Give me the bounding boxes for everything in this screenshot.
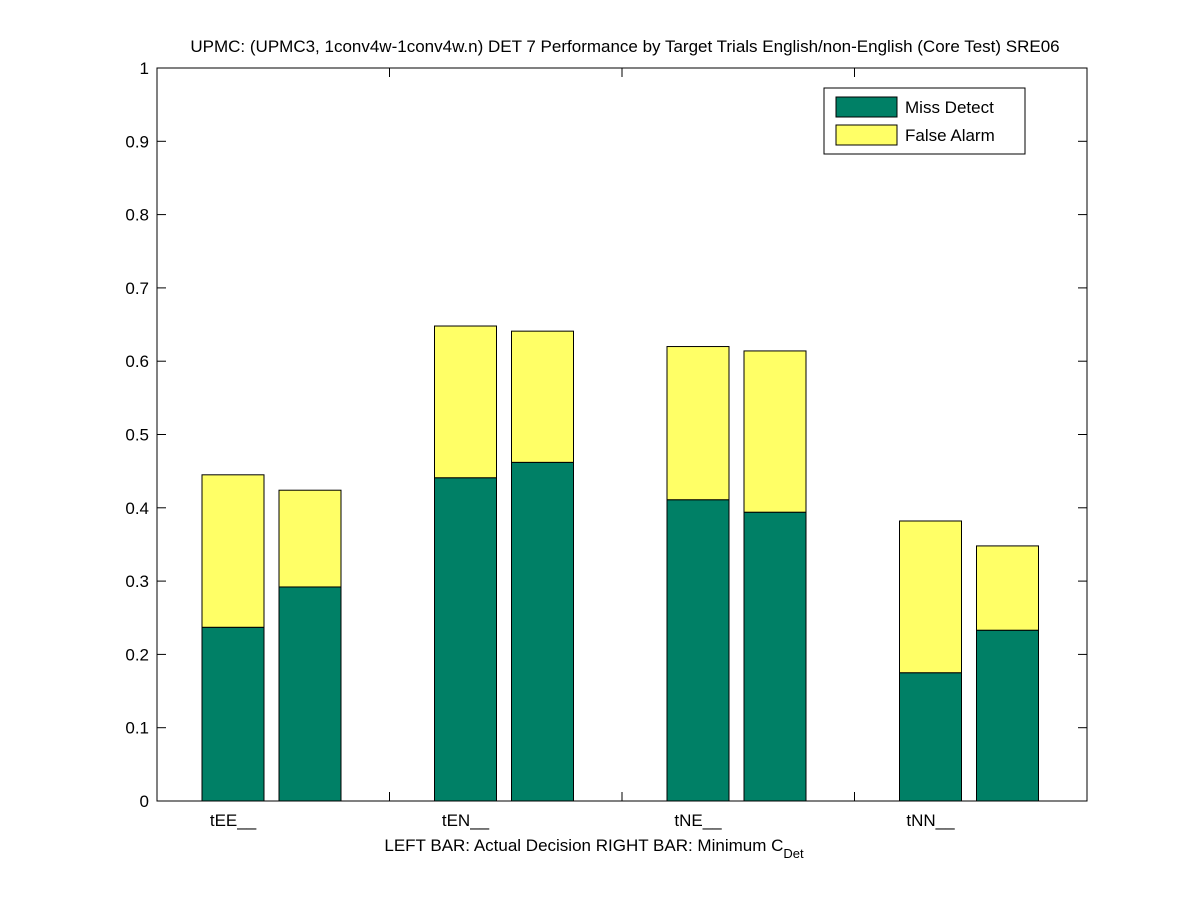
miss-detect-bar-actual xyxy=(666,499,730,802)
y-tick-label: 0.2 xyxy=(125,645,149,664)
false-alarm-bar-minimum xyxy=(976,545,1039,631)
x-tick-label: tNE__ xyxy=(674,811,722,830)
x-axis-label-left: LEFT BAR: Actual Decision xyxy=(384,836,595,855)
miss-detect-bar-minimum xyxy=(743,511,807,802)
ticks-group: 0 0.1 0.2 0.3 0.4 0.5 0.6 0.7 0.8 0.9 1 tEE__ tEN__ t… xyxy=(125,59,1087,830)
y-tick-label: 0.8 xyxy=(125,206,149,225)
miss-detect-bar-actual xyxy=(201,626,265,802)
y-tick-label: 0.1 xyxy=(125,719,149,738)
legend: Miss Detect False Alarm xyxy=(823,87,1026,155)
miss-detect-bar-minimum xyxy=(976,629,1039,802)
miss-detect-bar-actual xyxy=(434,477,497,802)
y-tick-label: 0 xyxy=(140,792,149,811)
y-tick-label: 0.6 xyxy=(125,352,149,371)
x-axis-label-subscript: Det xyxy=(783,846,804,861)
x-tick-label: tNN__ xyxy=(906,811,955,830)
legend-label: False Alarm xyxy=(905,126,995,145)
false-alarm-bar-minimum xyxy=(743,350,807,513)
bars-group xyxy=(201,325,1039,802)
false-alarm-bar-actual xyxy=(201,474,265,628)
y-tick-label: 0.7 xyxy=(125,279,149,298)
y-tick-label: 1 xyxy=(140,59,149,78)
false-alarm-bar-minimum xyxy=(278,489,342,588)
x-tick-label: tEN__ xyxy=(442,811,490,830)
miss-detect-bar-actual xyxy=(899,672,962,802)
legend-swatch xyxy=(835,124,898,146)
x-tick-label: tEE__ xyxy=(210,811,257,830)
x-axis-label: LEFT BAR: Actual Decision RIGHT BAR: Min… xyxy=(384,836,804,861)
miss-detect-bar-minimum xyxy=(511,461,574,802)
y-tick-label: 0.4 xyxy=(125,499,149,518)
false-alarm-bar-actual xyxy=(899,520,962,674)
false-alarm-bar-minimum xyxy=(511,330,574,463)
legend-swatch xyxy=(835,96,898,118)
chart-title: UPMC: (UPMC3, 1conv4w-1conv4w.n) DET 7 P… xyxy=(190,37,1059,56)
miss-detect-bar-minimum xyxy=(278,586,342,802)
y-tick-label: 0.5 xyxy=(125,426,149,445)
legend-label: Miss Detect xyxy=(905,98,994,117)
false-alarm-bar-actual xyxy=(666,346,730,501)
x-axis-label-right: RIGHT BAR: Minimum C xyxy=(596,836,784,855)
false-alarm-bar-actual xyxy=(434,325,497,479)
y-tick-label: 0.9 xyxy=(125,132,149,151)
y-tick-label: 0.3 xyxy=(125,572,149,591)
